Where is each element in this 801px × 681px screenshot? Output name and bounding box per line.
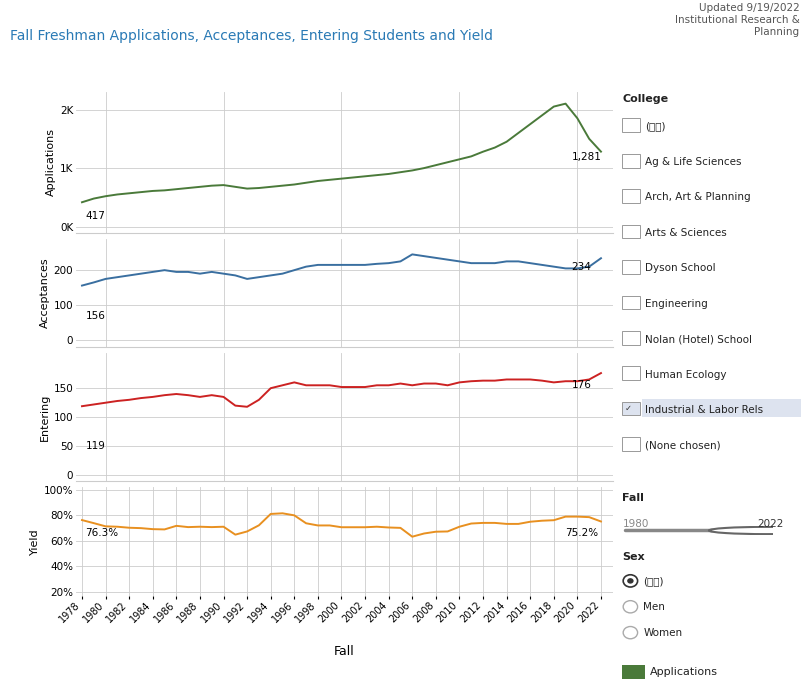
Text: Fall: Fall <box>334 645 355 658</box>
Text: Nolan (Hotel) School: Nolan (Hotel) School <box>645 334 752 344</box>
Y-axis label: Entering: Entering <box>39 394 50 441</box>
Text: 76.3%: 76.3% <box>86 528 119 539</box>
Text: Arch, Art & Planning: Arch, Art & Planning <box>645 193 751 202</box>
Text: Fall Freshman Applications, Acceptances, Entering Students and Yield: Fall Freshman Applications, Acceptances,… <box>10 29 493 43</box>
Text: 2022: 2022 <box>757 519 783 529</box>
Text: Arts & Sciences: Arts & Sciences <box>645 228 727 238</box>
Y-axis label: Yield: Yield <box>30 528 40 555</box>
Text: 417: 417 <box>86 211 106 221</box>
Text: Dyson School: Dyson School <box>645 264 715 273</box>
Text: 1,281: 1,281 <box>571 153 602 163</box>
Text: 176: 176 <box>571 380 591 390</box>
Text: Updated 9/19/2022
Institutional Research &
Planning: Updated 9/19/2022 Institutional Research… <box>674 3 799 37</box>
Text: (None chosen): (None chosen) <box>645 441 720 450</box>
Text: Men: Men <box>643 602 665 612</box>
Text: 156: 156 <box>86 311 106 321</box>
Circle shape <box>709 527 801 534</box>
Text: ✓: ✓ <box>625 405 632 413</box>
Text: Human Ecology: Human Ecology <box>645 370 727 379</box>
Text: 234: 234 <box>571 262 591 272</box>
Text: Applications: Applications <box>650 667 718 677</box>
Text: 119: 119 <box>86 441 106 452</box>
Text: Ag & Life Sciences: Ag & Life Sciences <box>645 157 741 167</box>
Y-axis label: Applications: Applications <box>46 128 56 196</box>
Text: Engineering: Engineering <box>645 299 707 308</box>
Text: (全部): (全部) <box>643 576 664 586</box>
Text: 1980: 1980 <box>622 519 649 529</box>
Text: College: College <box>622 94 669 104</box>
Text: Industrial & Labor Rels: Industrial & Labor Rels <box>645 405 763 415</box>
Y-axis label: Acceptances: Acceptances <box>39 257 50 328</box>
Text: Women: Women <box>643 628 682 637</box>
Text: Fall: Fall <box>622 493 644 503</box>
Text: Sex: Sex <box>622 552 645 563</box>
Text: (全部): (全部) <box>645 122 666 131</box>
Text: 75.2%: 75.2% <box>566 528 598 538</box>
